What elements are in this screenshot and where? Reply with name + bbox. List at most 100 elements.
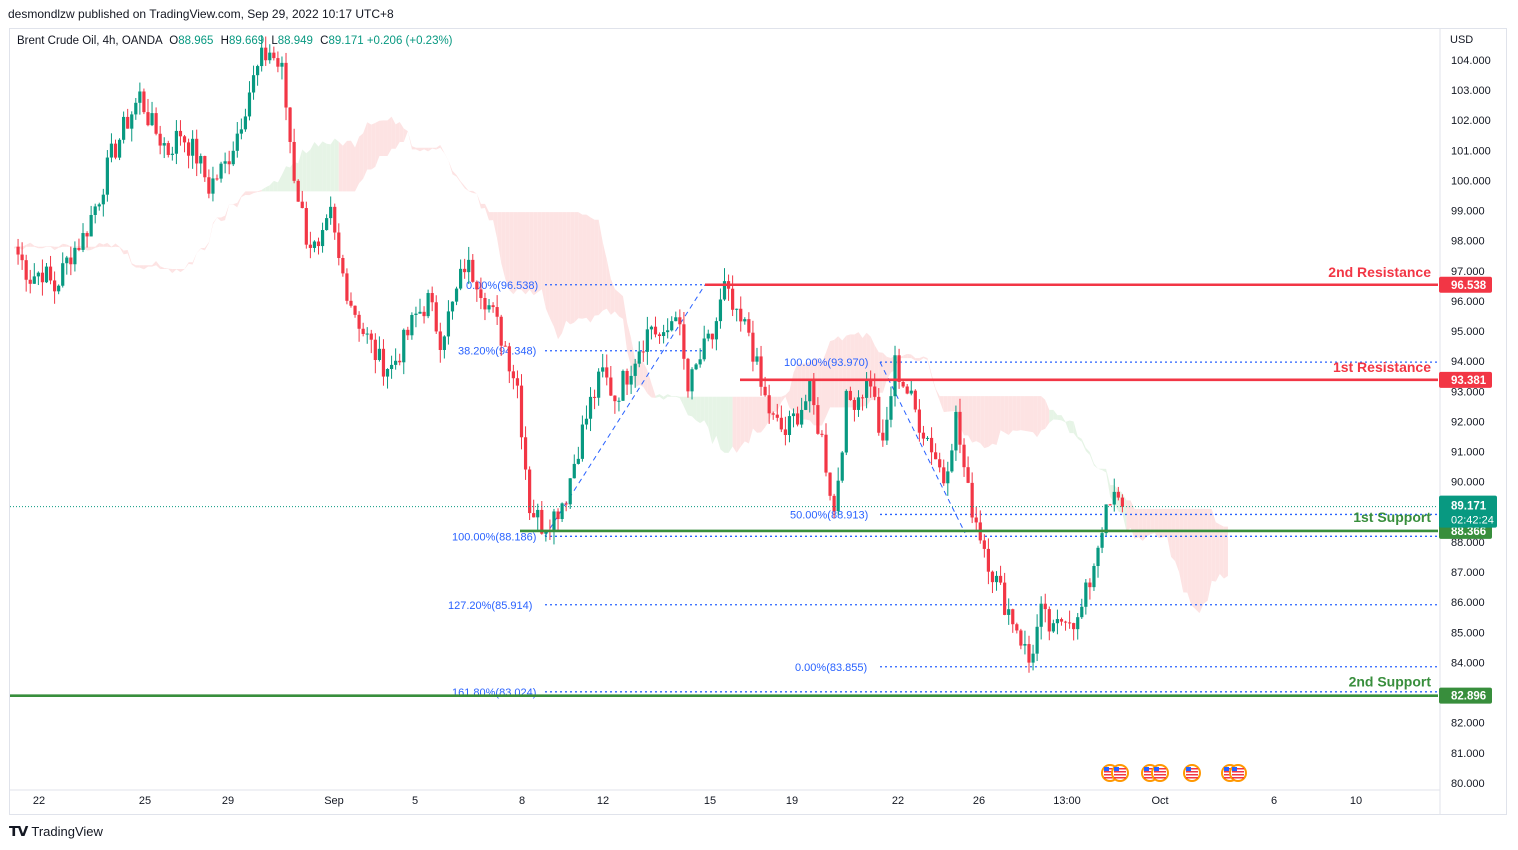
cloud-segment	[472, 190, 477, 194]
candle-up	[394, 360, 398, 365]
candle-up	[426, 293, 430, 317]
x-tick-label: 8	[519, 795, 525, 807]
candle-down	[958, 411, 962, 445]
cloud-segment	[322, 141, 327, 192]
candle-up	[1031, 653, 1035, 663]
legend-low-label: L	[271, 35, 278, 47]
cloud-segment	[793, 363, 798, 416]
candle-up	[105, 157, 109, 195]
cloud-segment	[123, 249, 128, 255]
event-flag-canton	[1232, 767, 1237, 771]
candle-down	[483, 297, 487, 310]
cloud-segment	[850, 334, 855, 408]
cloud-segment	[168, 268, 173, 274]
cloud-segment	[1008, 396, 1013, 436]
candle-up	[446, 311, 451, 337]
candle-down	[982, 540, 986, 549]
cloud-segment	[529, 212, 534, 296]
cloud-segment	[1000, 396, 1005, 433]
candle-up	[804, 401, 808, 410]
cloud-segment	[1150, 508, 1155, 535]
candle-down	[227, 161, 231, 165]
cloud-segment	[1203, 508, 1208, 604]
cloud-segment	[1134, 508, 1139, 539]
candle-up	[410, 314, 414, 336]
cloud-segment	[196, 248, 201, 254]
candle-down	[905, 386, 909, 394]
event-flag-stripe	[1144, 774, 1156, 776]
event-flag-stripe	[1232, 771, 1244, 773]
event-flag-stripe	[1154, 774, 1166, 776]
cloud-segment	[744, 396, 749, 444]
cloud-segment	[395, 121, 400, 149]
cloud-segment	[562, 212, 567, 334]
economic-events[interactable]	[1101, 764, 1247, 782]
cloud-segment	[736, 396, 741, 453]
candle-down	[1047, 609, 1051, 632]
candle-down	[316, 241, 321, 247]
cloud-segment	[456, 175, 461, 183]
cloud-segment	[618, 292, 623, 319]
candle-down	[207, 177, 211, 194]
y-tick-label: 84.000	[1451, 657, 1485, 669]
tradingview-brand[interactable]: 𝗧𝗩 TradingView	[9, 823, 103, 840]
cloud-segment	[578, 212, 583, 319]
cloud-segment	[687, 396, 693, 417]
candle-down	[824, 434, 828, 473]
cloud-segment	[1215, 522, 1220, 582]
cloud-segment	[846, 334, 851, 408]
candle-up	[61, 263, 65, 286]
cloud-segment	[480, 203, 485, 209]
candle-down	[20, 254, 24, 261]
cloud-segment	[1098, 468, 1103, 471]
candle-down	[1063, 621, 1068, 623]
y-tick-label: 104.000	[1451, 55, 1491, 67]
candle-down	[166, 143, 170, 155]
cloud-segment	[281, 166, 287, 192]
candle-down	[28, 279, 32, 284]
candle-down	[540, 509, 544, 534]
fib-label: 50.00%(88.913)	[790, 509, 868, 521]
cloud-segment	[115, 243, 120, 248]
candle-up	[714, 321, 718, 340]
candle-down	[264, 47, 268, 61]
candle-down	[767, 395, 771, 414]
candle-up	[1051, 623, 1055, 632]
candle-down	[333, 206, 337, 233]
cloud-segment	[582, 214, 587, 319]
candle-up	[191, 138, 195, 156]
cloud-segment	[513, 212, 518, 295]
cloud-segment	[1187, 508, 1192, 606]
candle-up	[572, 463, 576, 479]
candle-up	[1035, 626, 1039, 654]
candle-down	[657, 334, 662, 337]
candle-up	[856, 397, 861, 410]
candle-up	[994, 575, 999, 583]
candle-down	[990, 571, 995, 583]
cloud-segment	[517, 212, 522, 290]
cloud-segment	[403, 128, 408, 143]
cloud-segment	[696, 396, 701, 424]
cloud-segment	[265, 185, 270, 192]
event-flag-stripe	[1186, 768, 1198, 770]
cloud-segment	[346, 140, 351, 192]
candle-down	[917, 409, 921, 433]
candle-down	[345, 273, 349, 301]
cloud-segment	[1114, 485, 1119, 512]
us-flag-event-icon	[1229, 764, 1247, 782]
cloud-segment	[330, 138, 335, 192]
cloud-segment	[22, 244, 27, 251]
candle-up	[199, 156, 203, 164]
candle-down	[499, 316, 503, 346]
chart-frame[interactable]	[9, 28, 1507, 815]
candle-down	[463, 268, 467, 273]
cloud-segment	[968, 396, 973, 443]
legend-symbol: Brent Crude Oil, 4h, OANDA	[17, 35, 163, 47]
candle-down	[592, 396, 597, 398]
cloud-segment	[923, 356, 928, 360]
candle-down	[369, 333, 373, 340]
candle-up	[256, 66, 260, 76]
cloud-segment	[62, 243, 67, 247]
candle-up	[101, 194, 105, 205]
